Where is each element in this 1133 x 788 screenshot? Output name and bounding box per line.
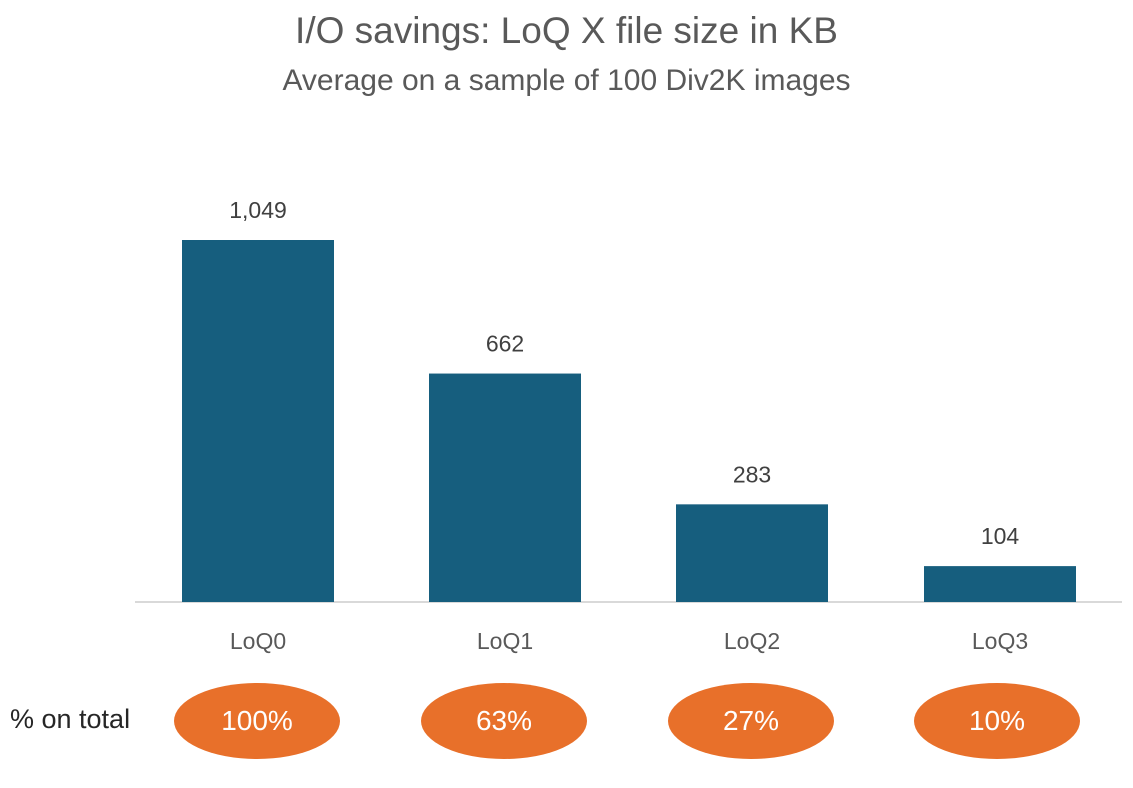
- x-tick-label-loq3: LoQ3: [972, 628, 1028, 654]
- bar-loq2: [676, 504, 828, 602]
- data-label-loq2: 283: [733, 461, 771, 487]
- chart-title: I/O savings: LoQ X file size in KB: [295, 10, 838, 51]
- percent-pill-loq2: 27%: [668, 683, 834, 759]
- chart-subtitle: Average on a sample of 100 Div2K images: [282, 64, 851, 97]
- bar-loq3: [924, 566, 1076, 602]
- percent-row-label: % on total: [10, 704, 131, 734]
- bar-loq0: [182, 240, 334, 602]
- data-label-loq1: 662: [486, 331, 524, 357]
- x-tick-label-loq1: LoQ1: [477, 628, 533, 654]
- bar-chart: 1,049 LoQ0 662 LoQ1 283 LoQ2 104 LoQ3: [135, 197, 1122, 654]
- data-label-loq0: 1,049: [229, 197, 287, 223]
- x-tick-label-loq0: LoQ0: [230, 628, 286, 654]
- percent-pill-loq3: 10%: [914, 683, 1080, 759]
- percent-pill-loq0: 100%: [174, 683, 340, 759]
- data-label-loq3: 104: [981, 523, 1020, 549]
- percent-pill-loq1: 63%: [421, 683, 587, 759]
- bar-loq1: [429, 373, 581, 602]
- bars-group: 1,049 LoQ0 662 LoQ1 283 LoQ2 104 LoQ3: [182, 197, 1076, 654]
- x-tick-label-loq2: LoQ2: [724, 628, 780, 654]
